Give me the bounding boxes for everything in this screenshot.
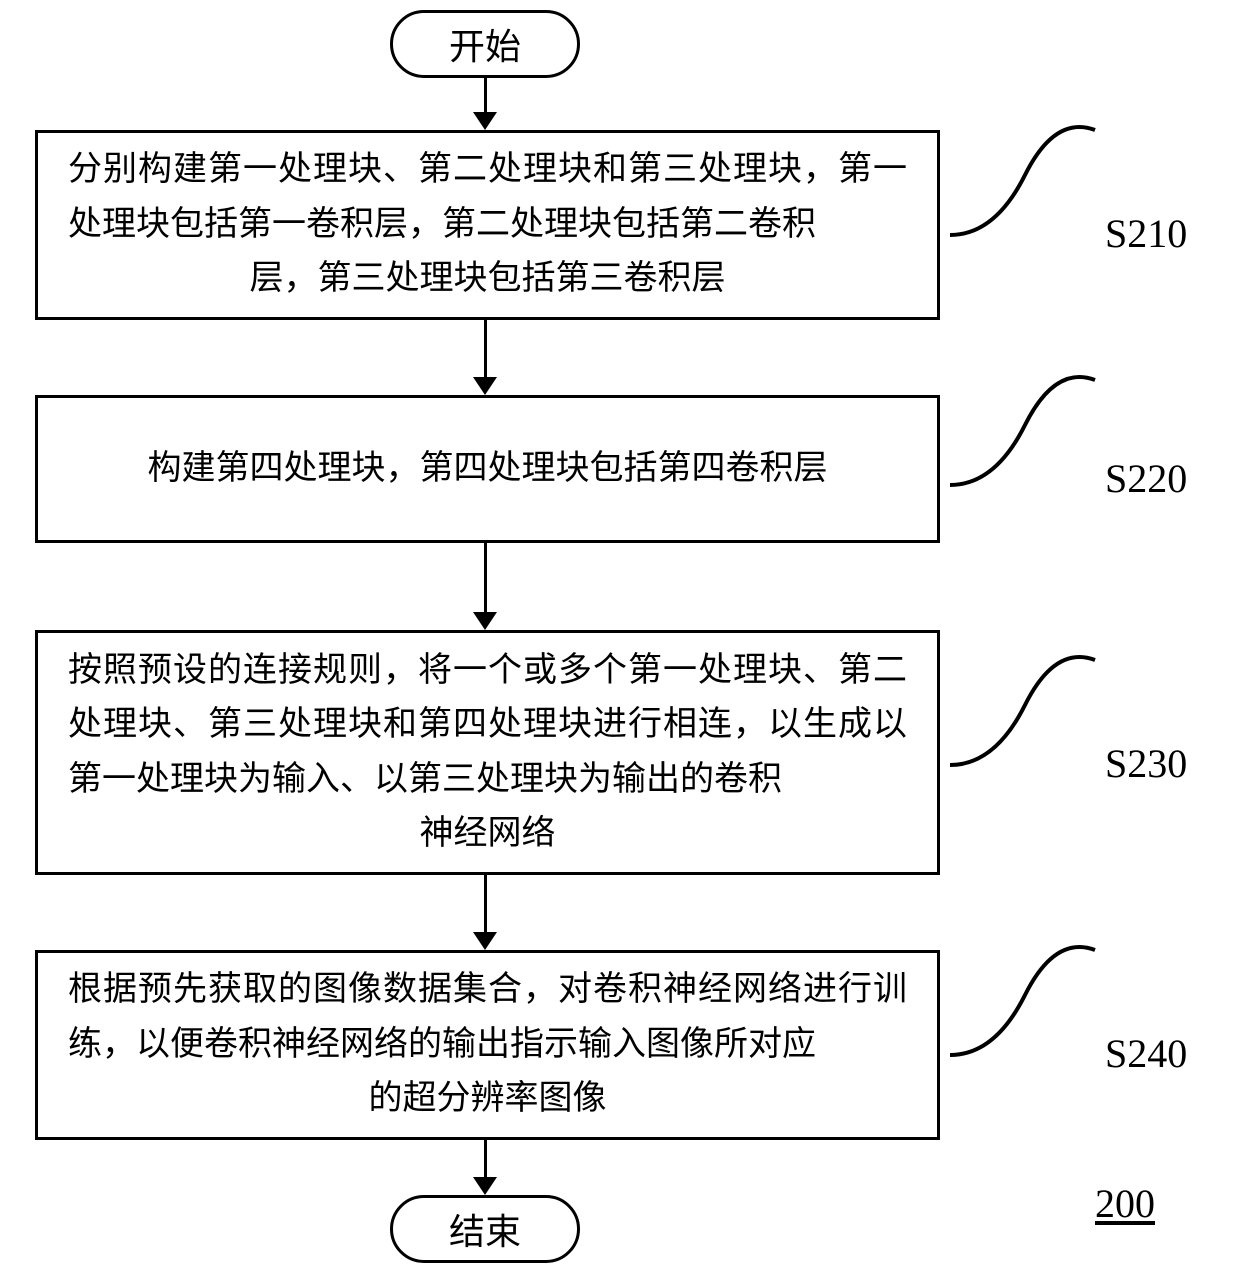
arrow-1-head	[473, 112, 497, 130]
process-s230-text: 按照预设的连接规则，将一个或多个第一处理块、第二处理块、第三处理块和第四处理块进…	[68, 644, 907, 862]
arc-s220	[950, 370, 1100, 490]
end-node: 结束	[390, 1195, 580, 1263]
start-node: 开始	[390, 10, 580, 78]
arrow-5-line	[484, 1140, 487, 1177]
arc-s230	[950, 650, 1100, 770]
process-s220: 构建第四处理块，第四处理块包括第四卷积层	[35, 395, 940, 543]
process-s220-text: 构建第四处理块，第四处理块包括第四卷积层	[68, 442, 907, 496]
arc-s210	[950, 120, 1100, 240]
process-s240-text: 根据预先获取的图像数据集合，对卷积神经网络进行训练，以便卷积神经网络的输出指示输…	[68, 963, 907, 1126]
process-s210-text: 分别构建第一处理块、第二处理块和第三处理块，第一处理块包括第一卷积层，第二处理块…	[68, 143, 907, 306]
end-label: 结束	[449, 1203, 521, 1255]
arrow-3-line	[484, 543, 487, 612]
start-label: 开始	[449, 18, 521, 70]
arrow-3-head	[473, 612, 497, 630]
process-s240: 根据预先获取的图像数据集合，对卷积神经网络进行训练，以便卷积神经网络的输出指示输…	[35, 950, 940, 1140]
figure-number: 200	[1095, 1180, 1155, 1227]
arrow-5-head	[473, 1177, 497, 1195]
arrow-4-line	[484, 875, 487, 932]
label-s220: S220	[1105, 455, 1187, 502]
process-s210: 分别构建第一处理块、第二处理块和第三处理块，第一处理块包括第一卷积层，第二处理块…	[35, 130, 940, 320]
arc-s240	[950, 940, 1100, 1060]
flowchart-container: 开始 分别构建第一处理块、第二处理块和第三处理块，第一处理块包括第一卷积层，第二…	[0, 0, 1240, 1271]
label-s240: S240	[1105, 1030, 1187, 1077]
process-s230: 按照预设的连接规则，将一个或多个第一处理块、第二处理块、第三处理块和第四处理块进…	[35, 630, 940, 875]
arrow-1-line	[484, 78, 487, 114]
label-s210: S210	[1105, 210, 1187, 257]
label-s230: S230	[1105, 740, 1187, 787]
arrow-2-line	[484, 320, 487, 377]
arrow-4-head	[473, 932, 497, 950]
arrow-2-head	[473, 377, 497, 395]
